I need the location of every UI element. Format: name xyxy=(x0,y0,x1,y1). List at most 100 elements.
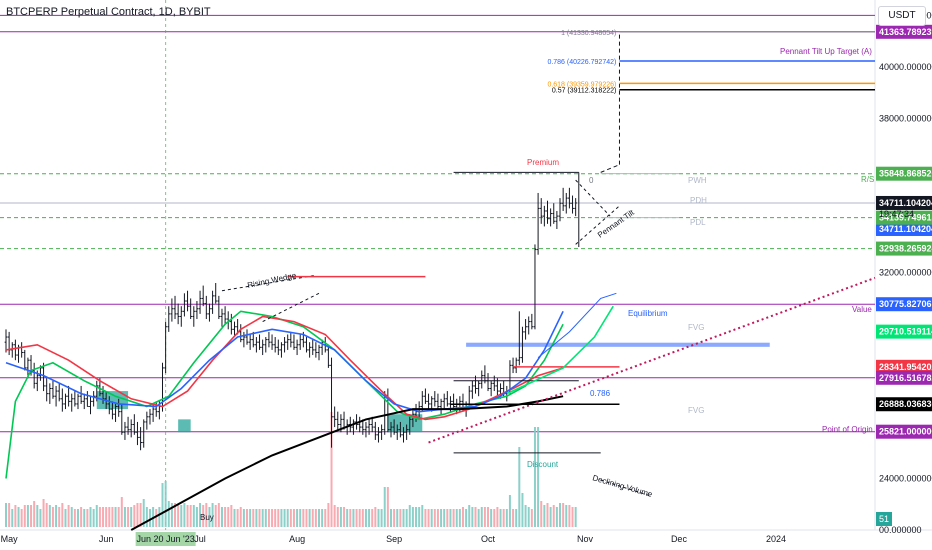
ohlc-bar[interactable] xyxy=(101,385,105,404)
ohlc-bar[interactable] xyxy=(195,301,199,320)
ohlc-bar[interactable] xyxy=(314,342,318,358)
price-tag[interactable]: 29710.519114 xyxy=(876,324,932,339)
ohlc-bar[interactable] xyxy=(361,419,365,435)
ohlc-bar[interactable] xyxy=(13,339,17,361)
ohlc-bar[interactable] xyxy=(558,198,562,222)
ohlc-bar[interactable] xyxy=(73,391,77,407)
ohlc-bar[interactable] xyxy=(208,303,211,322)
price-tag[interactable]: 28341.954202 xyxy=(876,359,932,374)
target-projection-diag[interactable] xyxy=(600,164,620,173)
ohlc-bar[interactable] xyxy=(26,357,30,379)
ohlc-bar[interactable] xyxy=(395,424,399,440)
ohlc-bar[interactable] xyxy=(4,329,8,353)
price-tag[interactable]: 27916.516782 xyxy=(876,370,932,385)
ohlc-bar[interactable] xyxy=(364,421,368,438)
ohlc-bar[interactable] xyxy=(452,393,455,410)
ohlc-bar[interactable] xyxy=(358,416,362,433)
ohlc-bar[interactable] xyxy=(107,396,111,415)
ohlc-bar[interactable] xyxy=(552,203,556,224)
ohlc-bar[interactable] xyxy=(292,334,296,350)
ohlc-bar[interactable] xyxy=(245,329,249,345)
ohlc-bar[interactable] xyxy=(571,195,574,214)
ohlc-bar[interactable] xyxy=(561,187,565,211)
price-tag[interactable]: 34711.104204 xyxy=(876,195,932,210)
ohlc-bar[interactable] xyxy=(568,187,571,209)
ohlc-bar[interactable] xyxy=(289,331,293,348)
ohlc-bar[interactable] xyxy=(214,283,218,304)
ohlc-bar[interactable] xyxy=(251,331,255,348)
ohlc-bar[interactable] xyxy=(521,326,524,363)
ohlc-bar[interactable] xyxy=(474,375,477,394)
ohlc-bar[interactable] xyxy=(242,331,246,348)
ohlc-bar[interactable] xyxy=(233,321,236,338)
ohlc-bar[interactable] xyxy=(389,421,393,438)
ohlc-bar[interactable] xyxy=(204,295,208,320)
ohlc-bar[interactable] xyxy=(392,419,396,435)
ohlc-bar[interactable] xyxy=(402,427,405,443)
ohlc-bar[interactable] xyxy=(489,380,493,397)
ohlc-bar[interactable] xyxy=(258,334,261,350)
ohlc-bar[interactable] xyxy=(45,378,49,402)
ohlc-bar[interactable] xyxy=(189,298,193,320)
demand-zone[interactable] xyxy=(178,419,191,433)
price-tag[interactable]: 34139.749615 xyxy=(876,210,932,225)
ohlc-bar[interactable] xyxy=(408,414,412,435)
ohlc-bar[interactable] xyxy=(492,375,496,392)
ohlc-bar[interactable] xyxy=(398,421,402,438)
rising-wedge-upper[interactable] xyxy=(221,274,316,292)
ohlc-bar[interactable] xyxy=(527,316,531,335)
ohlc-bar[interactable] xyxy=(305,337,308,353)
price-tag[interactable]: 34711.104204 xyxy=(876,221,932,236)
ohlc-bar[interactable] xyxy=(280,342,283,358)
ohlc-bar[interactable] xyxy=(51,380,55,399)
ohlc-bar[interactable] xyxy=(326,344,330,368)
ohlc-bar[interactable] xyxy=(436,393,440,410)
ohlc-bar[interactable] xyxy=(433,391,437,407)
price-axis[interactable] xyxy=(875,0,932,550)
ohlc-bar[interactable] xyxy=(67,385,70,407)
ohlc-bar[interactable] xyxy=(229,313,233,335)
ohlc-bar[interactable] xyxy=(439,398,443,415)
ohlc-bar[interactable] xyxy=(201,285,205,307)
ohlc-bar[interactable] xyxy=(546,200,549,224)
ohlc-bar[interactable] xyxy=(211,290,214,314)
ohlc-bar[interactable] xyxy=(248,334,252,350)
ohlc-bar[interactable] xyxy=(564,192,568,214)
ohlc-bar[interactable] xyxy=(139,427,142,451)
ohlc-bar[interactable] xyxy=(536,192,540,255)
supply-zone[interactable] xyxy=(466,342,770,347)
pennant-upper[interactable] xyxy=(575,179,611,217)
price-tag[interactable]: 35848.868526 xyxy=(876,166,932,181)
ohlc-bar[interactable] xyxy=(64,393,67,410)
ohlc-bar[interactable] xyxy=(123,421,127,440)
ohlc-bar[interactable] xyxy=(276,339,280,356)
price-tag[interactable]: 41363.789239 xyxy=(876,24,932,39)
ohlc-bar[interactable] xyxy=(179,306,183,327)
ohlc-bar[interactable] xyxy=(255,337,258,353)
ohlc-bar[interactable] xyxy=(82,393,86,410)
ohlc-bar[interactable] xyxy=(270,334,274,350)
volume-tag[interactable]: 51 xyxy=(876,512,892,526)
ohlc-bar[interactable] xyxy=(370,416,374,433)
declining-volume-line[interactable] xyxy=(600,479,651,497)
ohlc-bar[interactable] xyxy=(524,319,527,340)
ohlc-bar[interactable] xyxy=(198,290,202,314)
ohlc-bar[interactable] xyxy=(308,342,312,358)
ohlc-bar[interactable] xyxy=(142,419,146,448)
ohlc-bar[interactable] xyxy=(405,424,409,440)
ohlc-bar[interactable] xyxy=(176,303,180,325)
ohlc-bar[interactable] xyxy=(442,393,446,410)
currency-button[interactable]: USDT xyxy=(878,6,926,26)
ohlc-bar[interactable] xyxy=(261,339,265,356)
ohlc-bar[interactable] xyxy=(136,421,139,446)
ohlc-bar[interactable] xyxy=(533,244,537,330)
ohlc-bar[interactable] xyxy=(574,198,578,217)
ohlc-bar[interactable] xyxy=(530,313,534,330)
ohlc-bar[interactable] xyxy=(132,414,136,435)
ohlc-bar[interactable] xyxy=(477,380,481,397)
ohlc-bar[interactable] xyxy=(117,398,121,417)
ohlc-bar[interactable] xyxy=(264,337,268,353)
ohlc-bar[interactable] xyxy=(48,383,52,404)
ohlc-bar[interactable] xyxy=(10,342,14,358)
